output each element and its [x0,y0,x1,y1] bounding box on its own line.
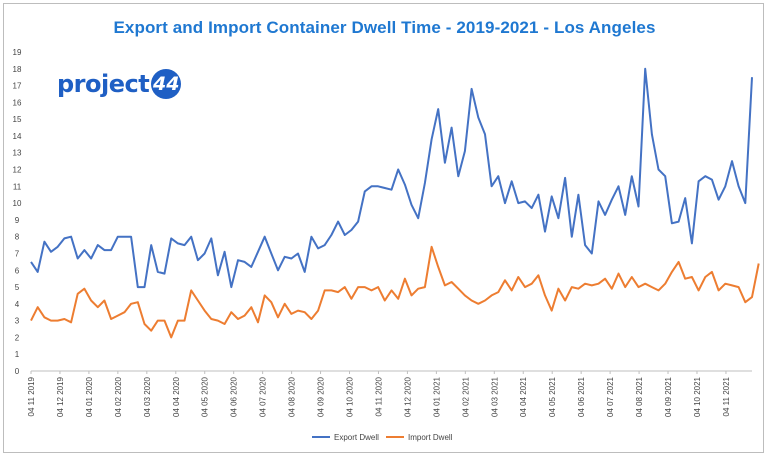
x-tick-label: 04 01 2021 [432,376,441,417]
y-tick-label: 13 [13,149,22,158]
legend-label: Export Dwell [334,433,379,442]
x-tick-label: 04 01 2020 [85,376,94,417]
y-tick-label: 10 [13,199,22,208]
y-tick-label: 6 [15,266,20,275]
x-tick-label: 04 05 2021 [548,376,557,417]
y-tick-label: 8 [15,233,20,242]
logo-wordmark: project [57,70,150,98]
x-tick-label: 04 11 2020 [374,376,383,416]
y-tick-label: 19 [13,48,22,57]
y-tick-label: 3 [15,317,20,326]
y-tick-label: 5 [15,283,20,292]
y-tick-label: 1 [15,350,20,359]
x-tick-label: 04 11 2019 [27,376,36,416]
y-tick-label: 16 [13,98,22,107]
y-tick-label: 15 [13,115,22,124]
x-tick-label: 04 09 2021 [664,376,673,417]
x-tick-label: 04 02 2021 [461,376,470,417]
chart-title: Export and Import Container Dwell Time -… [113,18,656,37]
legend-label: Import Dwell [408,433,453,442]
y-tick-label: 14 [13,132,22,141]
y-tick-label: 11 [13,182,22,191]
y-tick-label: 2 [15,333,20,342]
x-tick-label: 04 07 2021 [606,376,615,417]
x-tick-label: 04 02 2020 [114,376,123,417]
x-tick-label: 04 10 2021 [693,376,702,417]
x-tick-label: 04 12 2019 [56,376,65,417]
x-tick-label: 04 03 2021 [490,376,499,417]
x-tick-label: 04 06 2021 [577,376,586,417]
x-tick-label: 04 08 2020 [288,376,297,417]
x-tick-label: 04 07 2020 [259,376,268,417]
x-tick-label: 04 10 2020 [346,376,355,417]
x-tick-label: 04 04 2020 [172,376,181,417]
x-tick-label: 04 06 2020 [230,376,239,417]
project44-logo: project 44 [57,68,182,100]
series-line-export-dwell [30,67,753,289]
x-tick-label: 04 08 2021 [635,376,644,417]
x-tick-label: 04 03 2020 [143,376,152,417]
y-tick-label: 17 [13,82,22,91]
series-line-import-dwell [30,245,760,339]
y-tick-label: 9 [15,216,20,225]
chart-frame [3,3,764,453]
y-tick-label: 18 [13,65,22,74]
logo-badge: 44 [151,69,182,99]
y-tick-label: 4 [15,300,20,309]
x-tick-label: 04 12 2020 [403,376,412,417]
y-tick-label: 12 [13,166,22,175]
x-tick-label: 04 04 2021 [519,376,528,417]
y-tick-label: 7 [15,249,20,258]
x-tick-label: 04 09 2020 [317,376,326,417]
x-tick-label: 04 05 2020 [201,376,210,417]
y-tick-label: 0 [15,367,20,376]
x-tick-label: 04 11 2021 [722,376,731,416]
